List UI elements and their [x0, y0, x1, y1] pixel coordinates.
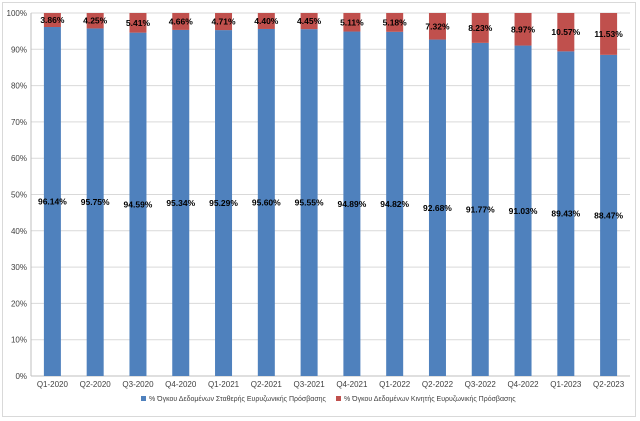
data-label-mobile: 10.57% — [551, 27, 580, 37]
bar-segment-fixed — [471, 42, 489, 376]
bar-segment-fixed — [172, 29, 190, 376]
bar-segment-mobile — [514, 13, 532, 46]
data-label-mobile: 11.53% — [594, 29, 623, 39]
data-label-fixed: 91.77% — [466, 204, 495, 214]
data-label-mobile: 4.71% — [211, 17, 236, 27]
bar-segment-mobile — [300, 13, 318, 30]
bar-segment-mobile — [343, 13, 361, 32]
x-tick-label: Q4-2020 — [165, 380, 197, 389]
y-tick-label: 50% — [11, 191, 27, 200]
legend-swatch — [336, 396, 341, 401]
data-label-mobile: 4.45% — [297, 16, 322, 26]
bar-segment-mobile — [172, 13, 190, 30]
x-tick-label: Q1-2023 — [550, 380, 582, 389]
y-tick-label: 100% — [7, 9, 27, 18]
y-tick-label: 30% — [11, 263, 27, 272]
data-label-fixed: 89.43% — [551, 209, 580, 219]
x-tick-label: Q3-2020 — [122, 380, 154, 389]
data-label-mobile: 8.23% — [468, 23, 493, 33]
bar-segment-mobile — [257, 13, 275, 29]
x-tick-label: Q3-2021 — [294, 380, 326, 389]
legend-swatch — [141, 396, 146, 401]
bar-segment-fixed — [215, 30, 233, 377]
data-label-mobile: 4.40% — [254, 16, 279, 26]
legend-label: % Όγκου Δεδομένων Σταθερής Ευρυζωνικής Π… — [149, 395, 327, 403]
bar-segment-mobile — [86, 13, 104, 29]
data-label-mobile: 5.11% — [340, 17, 364, 27]
bar-segment-fixed — [300, 29, 318, 376]
x-tick-label: Q2-2022 — [422, 380, 454, 389]
legend-label: % Όγκου Δεδομένων Κινητής Ευρυζωνικής Πρ… — [344, 395, 516, 403]
bar-segment-fixed — [600, 54, 618, 376]
data-label-fixed: 94.59% — [124, 199, 153, 209]
bar-segment-fixed — [43, 27, 61, 376]
data-label-fixed: 94.89% — [337, 199, 366, 209]
bar-segment-fixed — [514, 45, 532, 377]
x-tick-label: Q2-2021 — [251, 380, 283, 389]
data-label-mobile: 7.32% — [425, 21, 450, 31]
data-label-fixed: 95.29% — [209, 198, 238, 208]
bar-segment-mobile — [557, 13, 575, 52]
bar-segment-mobile — [386, 13, 404, 32]
x-tick-label: Q1-2020 — [37, 380, 69, 389]
x-tick-label: Q3-2022 — [465, 380, 497, 389]
y-tick-label: 80% — [11, 82, 27, 91]
data-label-fixed: 95.55% — [295, 198, 324, 208]
data-label-mobile: 5.18% — [383, 17, 408, 27]
data-label-mobile: 5.41% — [126, 18, 151, 28]
bar-segment-mobile — [600, 13, 618, 55]
y-tick-label: 60% — [11, 154, 27, 163]
x-tick-label: Q2-2023 — [593, 380, 625, 389]
data-label-fixed: 95.60% — [252, 197, 281, 207]
data-label-fixed: 94.82% — [380, 199, 409, 209]
data-label-fixed: 96.14% — [38, 197, 67, 207]
y-tick-label: 40% — [11, 227, 27, 236]
y-tick-label: 70% — [11, 118, 27, 127]
x-tick-label: Q2-2020 — [80, 380, 112, 389]
bar-segment-mobile — [428, 13, 446, 40]
data-label-mobile: 8.97% — [511, 24, 536, 34]
bar-segment-fixed — [86, 28, 104, 377]
data-label-mobile: 4.25% — [83, 16, 108, 26]
y-tick-label: 10% — [11, 336, 27, 345]
y-tick-label: 0% — [15, 372, 27, 381]
bar-segment-fixed — [557, 51, 575, 376]
x-tick-label: Q4-2022 — [507, 380, 539, 389]
data-label-fixed: 92.68% — [423, 203, 452, 213]
data-label-fixed: 91.03% — [509, 206, 538, 216]
bar-segment-mobile — [43, 13, 61, 28]
bar-segment-mobile — [129, 13, 147, 33]
bar-segment-fixed — [129, 32, 147, 376]
bar-segment-fixed — [386, 31, 404, 376]
data-label-mobile: 4.66% — [169, 16, 194, 26]
bar-segment-mobile — [471, 13, 489, 43]
x-tick-label: Q1-2022 — [379, 380, 411, 389]
x-tick-label: Q1-2021 — [208, 380, 240, 389]
data-label-fixed: 95.34% — [166, 198, 195, 208]
bar-segment-fixed — [257, 28, 275, 377]
y-tick-label: 90% — [11, 45, 27, 54]
bar-segment-fixed — [428, 39, 446, 377]
x-tick-label: Q4-2021 — [336, 380, 368, 389]
bar-segment-fixed — [343, 31, 361, 377]
data-label-mobile: 3.86% — [40, 15, 65, 25]
bar-segment-mobile — [215, 13, 233, 31]
data-label-fixed: 95.75% — [81, 197, 110, 207]
y-tick-label: 20% — [11, 299, 27, 308]
data-label-fixed: 88.47% — [594, 210, 623, 220]
